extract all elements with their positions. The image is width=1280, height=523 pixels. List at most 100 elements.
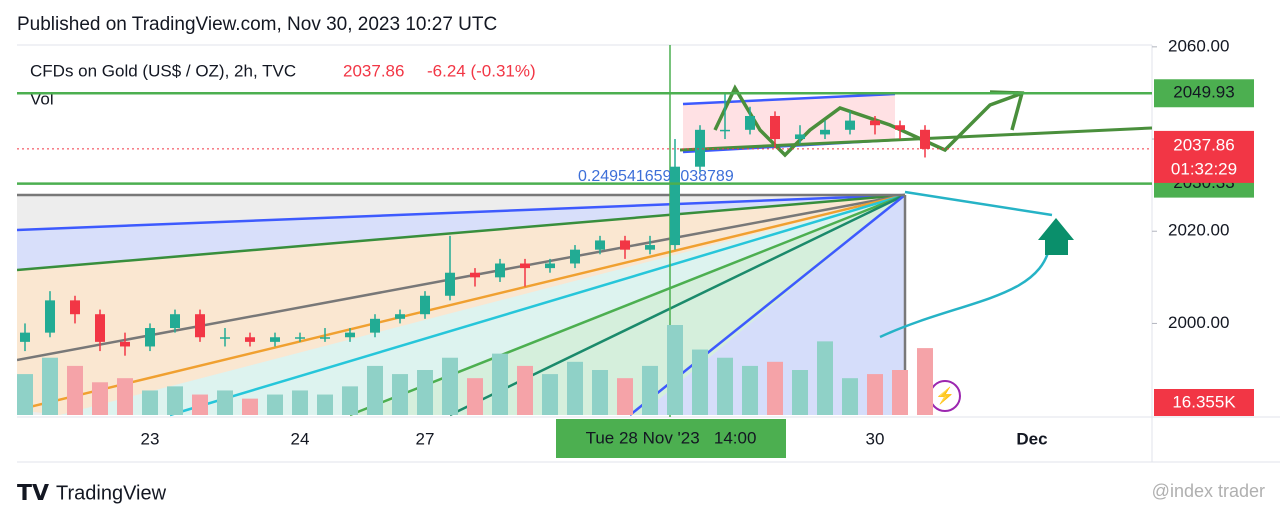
future-date: Dec <box>1016 429 1047 448</box>
candle-body <box>220 337 230 339</box>
change: -6.24 (-0.31%) <box>427 61 536 80</box>
volume-bar <box>517 365 533 415</box>
symbol: CFDs on Gold (US$ / OZ), 2h, TVC <box>30 61 296 80</box>
pattern <box>713 84 1021 158</box>
y-tick-label: 2000.00 <box>1168 313 1229 332</box>
candle-body <box>495 263 505 278</box>
volume-bar <box>467 378 483 415</box>
volume-bar <box>142 390 158 415</box>
candle-body <box>545 263 555 269</box>
plot <box>17 92 1152 415</box>
y-tick-label: 2060.00 <box>1168 36 1229 55</box>
volume-bar <box>242 398 258 415</box>
axis: 2000.002020.002040.002060.00232427302049… <box>141 36 1254 448</box>
volume-bar <box>292 390 308 415</box>
volume-bar <box>742 365 758 415</box>
volume-bar <box>642 365 658 415</box>
volume-bar <box>867 374 883 415</box>
candle-body <box>120 341 130 347</box>
candle-body <box>770 115 780 140</box>
fan-lines <box>17 193 907 417</box>
candle-body <box>420 295 430 315</box>
level-box <box>1154 79 1254 108</box>
watermark: @index trader <box>1152 481 1265 501</box>
x-tick-label: 24 <box>291 429 310 448</box>
countdown: 01:32:29 <box>1171 159 1237 178</box>
fan-line <box>904 190 1053 217</box>
last-price-label: 2037.86 <box>1173 135 1234 154</box>
brand: TradingView <box>56 482 167 504</box>
level-label: 2049.93 <box>1173 83 1234 102</box>
candle-body <box>195 314 205 338</box>
volume-bar <box>917 348 933 415</box>
volume-bar <box>417 370 433 415</box>
candle-body <box>695 129 705 167</box>
crosshair-label: Tue 28 Nov '23 14:00 <box>586 428 757 447</box>
volume-bar <box>342 386 358 415</box>
candle-body <box>320 337 330 339</box>
candle-body <box>170 314 180 329</box>
candle-body <box>920 129 930 149</box>
candle-body <box>645 245 655 250</box>
candle-body <box>295 337 305 339</box>
candle-body <box>870 120 880 126</box>
volume-bar <box>267 394 283 415</box>
channel-line <box>682 92 896 106</box>
volume-bar <box>42 357 58 415</box>
candle-body <box>345 332 355 338</box>
candle-body <box>45 300 55 333</box>
y-tick-label: 2020.00 <box>1168 221 1229 240</box>
volume-bar <box>567 361 583 415</box>
volume-bar <box>667 325 683 415</box>
volume-bar <box>767 361 783 415</box>
volume-bar <box>792 370 808 415</box>
candle-body <box>895 125 905 130</box>
candle-body <box>670 166 680 246</box>
volume-bar <box>367 365 383 415</box>
up-arrow <box>1038 218 1074 255</box>
drawings <box>17 45 1152 417</box>
last-price-box <box>1154 130 1254 183</box>
candle-body <box>370 318 380 333</box>
candle-body <box>595 240 605 250</box>
volume-bar <box>542 374 558 415</box>
candle-body <box>820 129 830 135</box>
candle-body <box>470 272 480 278</box>
candle-body <box>845 120 855 130</box>
volume-label: 16.355K <box>1172 392 1236 411</box>
candle-body <box>720 129 730 132</box>
x-tick-label: 27 <box>416 429 435 448</box>
volume-bar <box>442 357 458 415</box>
candle-body <box>95 314 105 342</box>
candle-body <box>620 240 630 250</box>
volume-bar <box>17 374 33 415</box>
fib-label: 0.2495416594038789 <box>578 168 734 185</box>
candle-body <box>20 332 30 342</box>
price: 2037.86 <box>343 61 404 80</box>
volume-bar <box>192 394 208 415</box>
candle-body <box>445 272 455 296</box>
candle-body <box>245 337 255 342</box>
volume-bar <box>617 378 633 415</box>
volume-bar <box>392 374 408 415</box>
brand-logo: 𝗧𝗩 <box>17 480 49 505</box>
candle-body <box>70 300 80 315</box>
candle-body <box>145 328 155 347</box>
volume-bar <box>892 370 908 415</box>
volume-bar <box>842 378 858 415</box>
replay-icon-glyph[interactable]: ⚡ <box>935 386 955 405</box>
crosshair-box <box>556 419 786 458</box>
candle-body <box>520 263 530 269</box>
volume-bar <box>817 341 833 415</box>
volume-bar <box>717 357 733 415</box>
volume-bar <box>117 378 133 415</box>
volume-bar <box>92 382 108 415</box>
x-tick-label: 23 <box>141 429 160 448</box>
x-tick-label: 30 <box>866 429 885 448</box>
fan-band <box>60 195 905 415</box>
volume-bar <box>492 353 508 415</box>
volume-bar <box>317 394 333 415</box>
volume-bar <box>592 370 608 415</box>
curve <box>879 244 1052 339</box>
